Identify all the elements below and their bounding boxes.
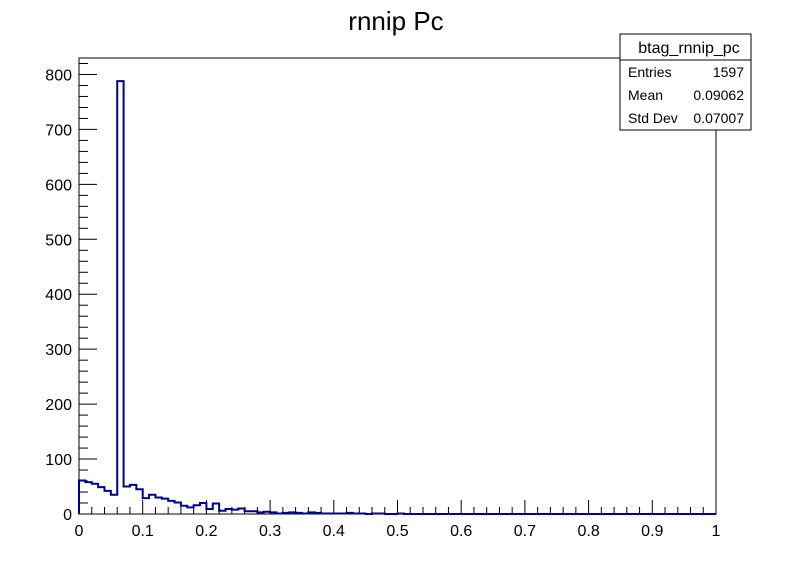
- histogram-bin: [226, 509, 232, 514]
- histogram-bin: [296, 513, 302, 514]
- histogram-bin: [181, 506, 187, 514]
- y-tick-label: 800: [45, 67, 72, 84]
- histogram-bin: [251, 511, 257, 514]
- x-tick-label: 0.5: [386, 523, 408, 540]
- stats-box: btag_rnnip_pc Entries 1597 Mean 0.09062 …: [619, 33, 752, 131]
- histogram-series-line: [78, 80, 716, 515]
- stats-stddev-value: 0.07007: [693, 110, 744, 126]
- x-tick-label: 0.4: [323, 523, 345, 540]
- histogram-bin: [124, 487, 130, 514]
- x-tick-label: 0: [75, 523, 84, 540]
- x-axis: 0 0.1 0.2 0.3 0.4 0.5 0.6 0.7 0.8 0.9 1: [75, 500, 721, 540]
- histogram-bin: [187, 507, 193, 514]
- histogram-bin: [168, 501, 174, 514]
- histogram-bin: [143, 498, 149, 514]
- histogram-bin: [334, 513, 340, 514]
- histogram-bin: [398, 513, 404, 514]
- histogram-bin: [219, 511, 225, 514]
- histogram-bin: [98, 487, 104, 514]
- histogram-bin: [302, 513, 308, 514]
- histogram-bin: [289, 512, 295, 514]
- histogram-bin: [79, 480, 85, 514]
- stats-entries-value: 1597: [713, 64, 744, 80]
- histogram-bin: [347, 513, 353, 514]
- histogram-bin: [136, 489, 142, 514]
- x-tick-label: 0.9: [641, 523, 663, 540]
- histogram-bin: [104, 491, 110, 514]
- y-tick-label: 100: [45, 452, 72, 469]
- x-tick-label: 1: [712, 523, 721, 540]
- stats-stddev-label: Std Dev: [628, 110, 678, 126]
- y-tick-label: 600: [45, 177, 72, 194]
- y-tick-label: 200: [45, 397, 72, 414]
- histogram-bin: [308, 512, 314, 514]
- histogram-bin: [85, 482, 91, 514]
- x-tick-label: 0.8: [577, 523, 599, 540]
- x-tick-label: 0.1: [132, 523, 154, 540]
- y-axis: 0 100 200 300 400 500 600 700 800: [45, 62, 97, 524]
- histogram-bin: [276, 513, 282, 514]
- histogram-bin: [359, 513, 365, 514]
- histogram-bin: [245, 511, 251, 514]
- x-tick-label: 0.2: [195, 523, 217, 540]
- histogram-bin: [206, 509, 212, 514]
- histogram-bin: [200, 503, 206, 514]
- x-tick-label: 0.7: [514, 523, 536, 540]
- stats-mean-value: 0.09062: [693, 87, 744, 103]
- histogram-bin: [162, 499, 168, 514]
- histogram-bin: [264, 512, 270, 514]
- chart-title: rnnip Pc: [348, 6, 443, 36]
- histogram-bins: [79, 81, 404, 514]
- histogram-bin: [238, 509, 244, 514]
- histogram-bin: [353, 513, 359, 514]
- histogram-bin: [155, 498, 161, 514]
- histogram-bin: [130, 485, 136, 514]
- histogram-bin: [283, 513, 289, 514]
- histogram-bin: [92, 484, 98, 514]
- histogram-bin: [194, 505, 200, 514]
- y-tick-label: 700: [45, 122, 72, 139]
- histogram-bin: [372, 513, 378, 514]
- y-tick-label: 300: [45, 342, 72, 359]
- histogram-bin: [327, 513, 333, 514]
- stats-entries-label: Entries: [628, 64, 672, 80]
- histogram-bin: [257, 512, 263, 514]
- histogram-bin: [213, 504, 219, 514]
- histogram-bin: [270, 512, 276, 514]
- histogram-bin: [378, 513, 384, 514]
- y-tick-label: 400: [45, 287, 72, 304]
- x-tick-label: 0.3: [259, 523, 281, 540]
- x-tick-label: 0.6: [450, 523, 472, 540]
- stats-box-frame: [619, 33, 752, 131]
- histogram-bin: [340, 513, 346, 514]
- stats-mean-label: Mean: [628, 87, 663, 103]
- histogram-bin: [321, 513, 327, 514]
- y-tick-label: 500: [45, 232, 72, 249]
- histogram-bin: [175, 502, 181, 514]
- histogram-bin: [232, 510, 238, 514]
- y-tick-label: 0: [63, 507, 72, 524]
- histogram-bin: [111, 495, 117, 514]
- histogram-bin: [149, 495, 155, 514]
- histogram-bin: [315, 513, 321, 514]
- histogram-bin: [117, 81, 123, 514]
- stats-box-name: btag_rnnip_pc: [638, 40, 739, 57]
